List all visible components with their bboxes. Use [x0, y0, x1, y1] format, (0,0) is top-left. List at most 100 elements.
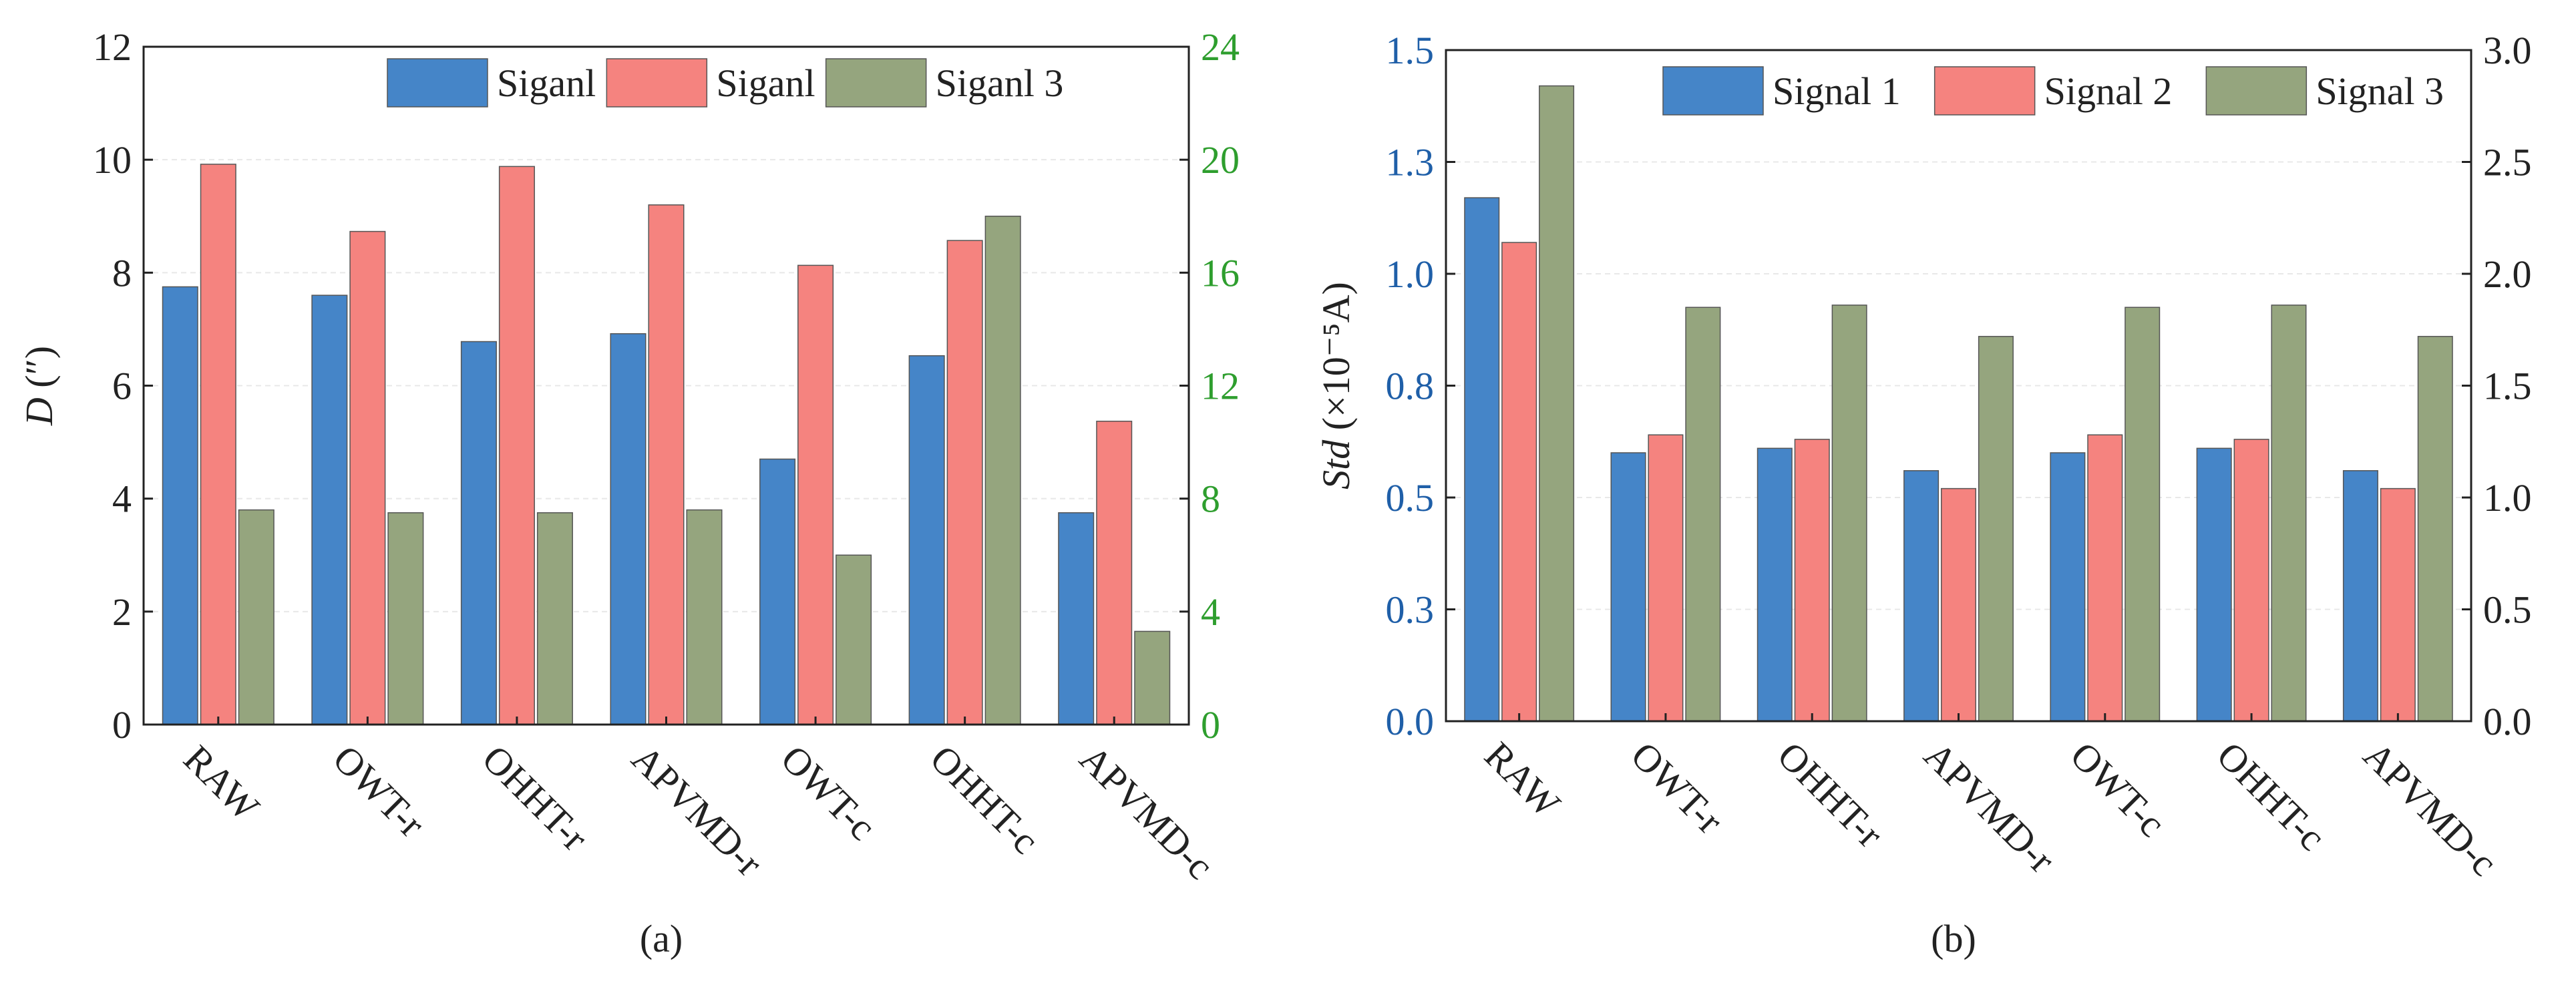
y-tick-label-right: 16 [1201, 251, 1240, 294]
y-axis-label-symbol: Std [1314, 439, 1358, 489]
y-tick-label-right: 0.5 [2483, 588, 2532, 632]
bar [200, 164, 236, 725]
bar [1501, 242, 1537, 722]
legend-swatch [1662, 66, 1764, 116]
legend-swatch [606, 58, 708, 108]
x-tick-label: RAW [1476, 733, 1569, 826]
bar [1685, 307, 1721, 722]
bar [1940, 487, 1977, 722]
bar [2050, 452, 2086, 722]
bar [498, 166, 535, 725]
x-tick-label: OWT-c [773, 737, 884, 848]
y-tick-label-left: 12 [93, 25, 132, 69]
y-tick-label-right: 0.0 [2483, 700, 2532, 743]
y-tick-label-right: 3.0 [2483, 29, 2532, 72]
legend-label: Siganl 1 [497, 61, 625, 105]
y-tick-label-right: 1.5 [2483, 365, 2532, 408]
x-tick-label: APVMD-c [1071, 737, 1222, 887]
bar [1134, 630, 1171, 725]
y-tick-label-right: 1.0 [2483, 476, 2532, 520]
x-tick-label: OWT-r [325, 737, 433, 845]
bar [2342, 470, 2378, 722]
y-tick-label-left: 1.5 [1386, 29, 1435, 72]
legend-label: Signal 2 [2044, 69, 2173, 113]
y-tick-label-left: 0.8 [1386, 365, 1435, 408]
y-axis-label-symbol: D [17, 397, 61, 426]
legend-label: Siganl 3 [936, 61, 1064, 105]
x-tick-label: OWT-r [1623, 733, 1732, 842]
bar [1903, 470, 1940, 722]
bar [1058, 512, 1095, 725]
bar [984, 216, 1021, 725]
legend-swatch [2205, 66, 2308, 116]
bar [1096, 421, 1133, 725]
x-tick-label: OWT-c [2062, 733, 2174, 845]
x-tick-label: OHHT-c [922, 737, 1047, 862]
x-tick-label: APVMD-r [1915, 733, 2063, 881]
chart-panel-b: 0.0 0.3 0.5 0.8 1.0 1.3 1.5 0.0 0.5 1.0 1.5 2.0 2.5 3… [1314, 29, 2532, 960]
y-tick-label-right: 2.0 [2483, 252, 2532, 296]
bar [238, 509, 274, 725]
y-tick-label-left: 1.0 [1386, 252, 1435, 296]
y-tick-label-left: 0 [112, 703, 132, 747]
y-tick-label-right: 2.5 [2483, 141, 2532, 184]
bar [349, 230, 386, 725]
y-tick-label-left: 2 [112, 590, 132, 634]
y-tick-label-left: 1.3 [1386, 141, 1435, 184]
y-tick-label-right: 8 [1201, 477, 1220, 521]
bar [2087, 434, 2123, 722]
panel-label: (a) [640, 917, 683, 960]
bar [908, 355, 945, 725]
bar [2196, 447, 2232, 722]
bar [536, 512, 573, 725]
bar [460, 341, 497, 725]
bar [1831, 305, 1867, 722]
legend-swatch [387, 58, 488, 108]
bar [946, 240, 983, 725]
y-axis-label-unit: (″) [17, 346, 61, 397]
bar [1794, 439, 1830, 722]
x-tick-label: OHHT-r [474, 737, 596, 859]
y-tick-label-left: 8 [112, 251, 132, 294]
bar [1648, 434, 1684, 722]
legend-label: Siganl 2 [716, 61, 844, 105]
bar [2380, 487, 2416, 722]
y-tick-label-right: 20 [1201, 138, 1240, 182]
bar [162, 286, 198, 725]
bar [2125, 307, 2161, 722]
y-tick-label-right: 4 [1201, 590, 1220, 634]
bar [610, 333, 647, 725]
x-tick-label: RAW [176, 737, 268, 829]
y-tick-label-left: 0.3 [1386, 588, 1435, 632]
y-tick-label-left: 0.0 [1386, 700, 1435, 743]
legend-swatch [825, 58, 927, 108]
legend-label: Signal 3 [2316, 69, 2444, 113]
y-tick-label-left: 10 [93, 138, 132, 182]
y-tick-label-right: 24 [1201, 25, 1240, 69]
y-tick-label-left: 6 [112, 365, 132, 408]
x-tick-label: APVMD-c [2355, 733, 2506, 884]
y-tick-label-right: 0 [1201, 703, 1220, 747]
bar [311, 294, 348, 725]
bar [2233, 439, 2269, 722]
legend-swatch [1934, 66, 2036, 116]
bar [759, 458, 796, 725]
x-tick-label: APVMD-r [623, 737, 771, 884]
bar [1464, 197, 1500, 722]
bar [1610, 452, 1646, 722]
y-axis-label-unit: (×10⁻⁵A) [1314, 282, 1358, 440]
legend-label: Signal 1 [1773, 69, 1901, 113]
x-tick-label: OHHT-r [1769, 733, 1891, 855]
bar [1978, 336, 2014, 722]
bar [648, 204, 685, 725]
panel-label: (b) [1931, 917, 1976, 960]
bar [1757, 447, 1793, 722]
bar [387, 512, 424, 725]
y-axis-label: D (″) [17, 346, 61, 426]
bar [836, 554, 872, 725]
bar [797, 264, 834, 725]
bar [686, 509, 723, 725]
